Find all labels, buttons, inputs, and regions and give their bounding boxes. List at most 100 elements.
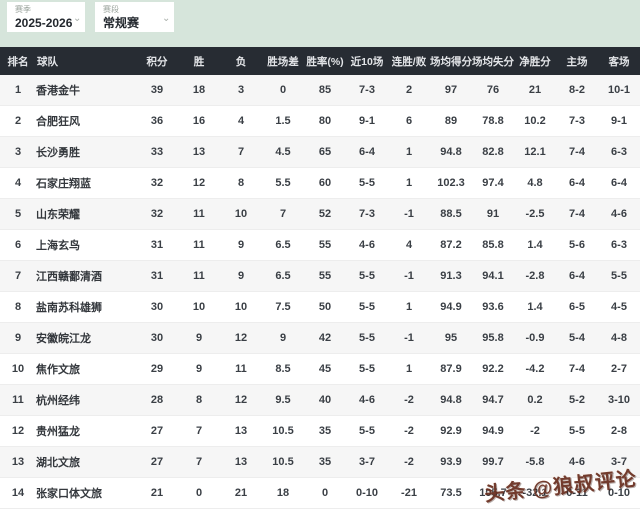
stat-cell: 6-4 <box>556 167 598 199</box>
stat-cell: 97.4 <box>472 167 514 199</box>
table-row: 2 合肥狂风 36 16 4 1.5 80 9-1 6 89 78.8 10.2 7-3 9-1 <box>0 105 640 137</box>
stat-cell: 78.8 <box>472 105 514 137</box>
stat-cell: 32 <box>136 167 178 199</box>
stat-cell: 9.5 <box>262 384 304 416</box>
stat-cell: 0.2 <box>514 384 556 416</box>
stat-cell: 8.5 <box>262 353 304 385</box>
stat-cell: 95 <box>430 322 472 354</box>
stat-cell: 4-6 <box>346 229 388 261</box>
stat-cell: 1 <box>388 136 430 168</box>
stat-cell: 30 <box>136 291 178 323</box>
stat-cell: 55 <box>304 260 346 292</box>
table-row: 3 长沙勇胜 33 13 7 4.5 65 6-4 1 94.8 82.8 12.1 7-4 6-3 <box>0 136 640 168</box>
stat-cell: 5-5 <box>346 291 388 323</box>
column-header: 连胜/败 <box>388 47 430 75</box>
stat-cell: 2-8 <box>598 415 640 447</box>
stat-cell: 1.5 <box>262 105 304 137</box>
stat-cell: 4-6 <box>556 446 598 478</box>
rank-cell: 10 <box>0 353 36 385</box>
stat-cell: 29 <box>136 353 178 385</box>
team-name-cell: 贵州猛龙 <box>36 415 136 447</box>
stat-cell: 13 <box>220 415 262 447</box>
stat-cell: 21 <box>136 477 178 509</box>
stat-cell: 87.9 <box>430 353 472 385</box>
rank-cell: 3 <box>0 136 36 168</box>
stat-cell: 1 <box>388 291 430 323</box>
stat-cell: 92.2 <box>472 353 514 385</box>
stat-cell: 6.5 <box>262 229 304 261</box>
stat-cell: 82.8 <box>472 136 514 168</box>
stat-cell: -2 <box>388 446 430 478</box>
rank-cell: 7 <box>0 260 36 292</box>
stat-cell: 7 <box>262 198 304 230</box>
column-header: 球队 <box>36 47 136 75</box>
stat-cell: 11 <box>178 229 220 261</box>
stat-cell: 18 <box>262 477 304 509</box>
stat-cell: 18 <box>178 75 220 106</box>
season-dropdown[interactable]: 赛季 2025-2026 ⌄ <box>7 2 85 32</box>
stat-cell: 6-4 <box>556 260 598 292</box>
stat-cell: 89 <box>430 105 472 137</box>
team-name-cell: 安徽皖江龙 <box>36 322 136 354</box>
stat-cell: 80 <box>304 105 346 137</box>
stat-cell: 45 <box>304 353 346 385</box>
stat-cell: 3-7 <box>598 446 640 478</box>
stat-cell: 5-2 <box>556 384 598 416</box>
stat-cell: 6-5 <box>556 291 598 323</box>
stat-cell: 8 <box>220 167 262 199</box>
stat-cell: 95.8 <box>472 322 514 354</box>
stat-cell: 9-1 <box>346 105 388 137</box>
stat-cell: 94.8 <box>430 384 472 416</box>
stat-cell: 94.7 <box>472 384 514 416</box>
stat-cell: 5-5 <box>346 415 388 447</box>
stat-cell: 6 <box>388 105 430 137</box>
stat-cell: 94.1 <box>472 260 514 292</box>
column-header: 场均得分 <box>430 47 472 75</box>
stat-cell: 4.8 <box>514 167 556 199</box>
stat-cell: 0 <box>262 75 304 106</box>
stat-cell: 5-5 <box>556 415 598 447</box>
stat-cell: 12 <box>220 322 262 354</box>
table-row: 9 安徽皖江龙 30 9 12 9 42 5-5 -1 95 95.8 -0.9 5-4 4-8 <box>0 322 640 354</box>
stat-cell: -2 <box>514 415 556 447</box>
stat-cell: 3-10 <box>598 384 640 416</box>
stat-cell: 12 <box>178 167 220 199</box>
stat-cell: 40 <box>304 384 346 416</box>
stat-cell: 5-5 <box>346 353 388 385</box>
stat-cell: 5.5 <box>262 167 304 199</box>
stat-cell: 5-4 <box>556 322 598 354</box>
stat-cell: 91.3 <box>430 260 472 292</box>
stat-cell: 10.5 <box>262 446 304 478</box>
stat-cell: 5-5 <box>346 167 388 199</box>
season-dropdown-label: 赛季 <box>15 5 31 14</box>
stat-cell: 9 <box>178 353 220 385</box>
team-name-cell: 杭州经纬 <box>36 384 136 416</box>
stat-cell: 7-3 <box>556 105 598 137</box>
filter-bar: 赛季 2025-2026 ⌄ 赛段 常规赛 ⌄ <box>0 0 640 47</box>
table-row: 12 贵州猛龙 27 7 13 10.5 35 5-5 -2 92.9 94.9 -2 5-5 2-8 <box>0 415 640 447</box>
table-row: 8 盐南苏科雄狮 30 10 10 7.5 50 5-5 1 94.9 93.6 1.4 6-5 4-5 <box>0 291 640 323</box>
stat-cell: 87.2 <box>430 229 472 261</box>
stat-cell: 27 <box>136 415 178 447</box>
stat-cell: -2.8 <box>514 260 556 292</box>
stat-cell: 11 <box>220 353 262 385</box>
stat-cell: 31 <box>136 229 178 261</box>
stat-cell: 99.7 <box>472 446 514 478</box>
stage-dropdown[interactable]: 赛段 常规赛 ⌄ <box>95 2 174 32</box>
stat-cell: 93.6 <box>472 291 514 323</box>
column-header: 净胜分 <box>514 47 556 75</box>
stat-cell: 16 <box>178 105 220 137</box>
stat-cell: 2-7 <box>598 353 640 385</box>
stat-cell: 60 <box>304 167 346 199</box>
team-name-cell: 上海玄鸟 <box>36 229 136 261</box>
stat-cell: 31 <box>136 260 178 292</box>
stat-cell: 42 <box>304 322 346 354</box>
stat-cell: 4-6 <box>346 384 388 416</box>
stat-cell: 1.4 <box>514 229 556 261</box>
season-dropdown-value: 2025-2026 <box>15 16 73 30</box>
column-header: 负 <box>220 47 262 75</box>
rank-cell: 1 <box>0 75 36 106</box>
stat-cell: 35 <box>304 415 346 447</box>
stat-cell: 3-7 <box>346 446 388 478</box>
stat-cell: -21 <box>388 477 430 509</box>
